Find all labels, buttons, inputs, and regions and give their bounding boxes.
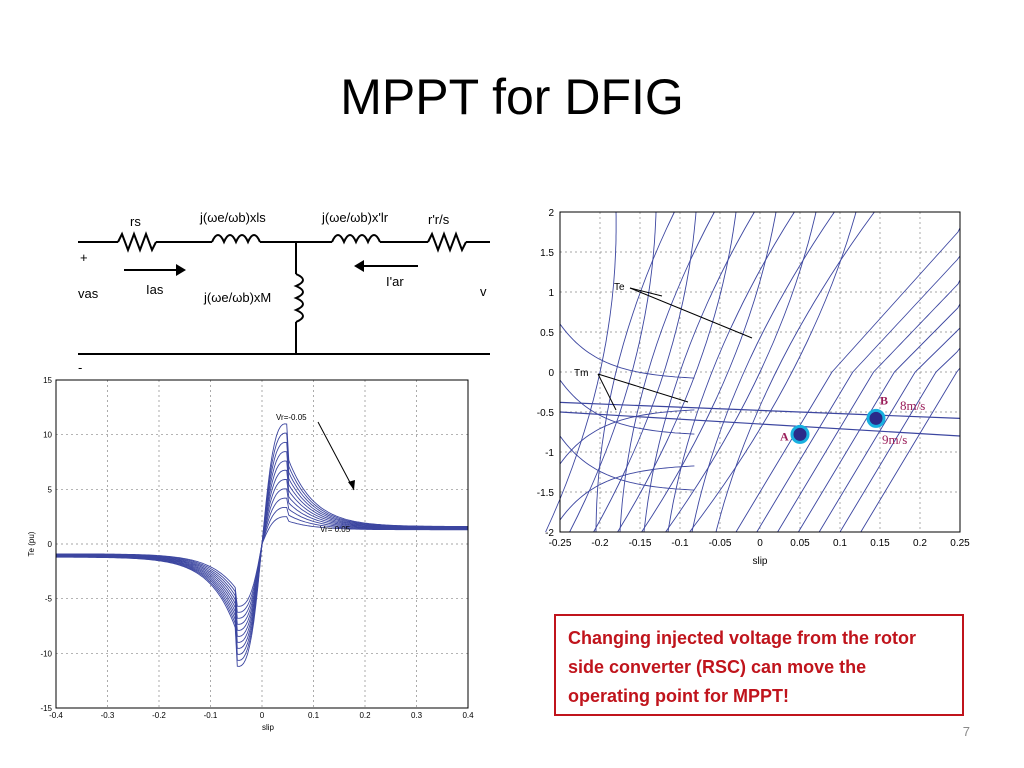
operating-point-b: [866, 408, 886, 428]
x-axis-label: slip: [752, 556, 767, 567]
x-tick-label: 0: [260, 711, 265, 720]
xls-label: j(ωe/ωb)xls: [199, 210, 266, 225]
inductor-icon: [211, 234, 261, 245]
te-curve: [593, 211, 697, 533]
x-tick-label: 0.25: [950, 538, 970, 549]
annotation-8ms: 8m/s: [900, 398, 925, 413]
annotation-9ms: 9m/s: [882, 432, 907, 447]
operating-point-chart: -0.25 -0.2 -0.15 -0.1 -0.05 0 0.05 0.1 0.15 0.2 0.…: [520, 204, 980, 568]
note-box: Changing injected voltage from the rotor…: [554, 614, 964, 716]
annotation-tm: Tm: [574, 368, 588, 379]
tm-line: [559, 401, 961, 419]
te-curve: [559, 409, 695, 465]
y-tick-label: 1.5: [540, 248, 554, 259]
inductor-icon: [331, 234, 381, 245]
vas-label: vas: [78, 286, 99, 301]
te-curve: [756, 212, 961, 533]
x-tick-label: -0.2: [591, 538, 609, 549]
resistor-icon: [117, 231, 157, 253]
x-tick-label: 0.05: [790, 538, 810, 549]
te-curve: [559, 323, 695, 379]
rs-label: rs: [130, 214, 141, 229]
te-curve: [569, 211, 657, 533]
y-tick-label: -1.5: [537, 488, 555, 499]
te-curve: [559, 435, 695, 491]
y-tick-label: 15: [43, 376, 52, 385]
te-curve: [617, 211, 737, 533]
torque-slip-chart: -0.4 -0.3 -0.2 -0.1 0 0.1 0.2 0.3 0.4 15 10 5 0 -5 -10…: [28, 372, 480, 734]
te-curve: [735, 212, 961, 533]
te-curve: [641, 211, 777, 533]
annotation-arrow: [317, 421, 355, 491]
te-curve: [689, 211, 857, 533]
x-axis-label: slip: [262, 723, 275, 732]
x-tick-label: -0.25: [549, 538, 572, 549]
y-tick-label: 0: [548, 368, 554, 379]
annotation-vr-neg: Vr=-0.05: [276, 413, 307, 422]
x-tick-label: 0.3: [411, 711, 423, 720]
te-curve: [619, 211, 715, 533]
point-label: A: [780, 429, 789, 443]
ias-label: Ias: [146, 282, 164, 297]
x-tick-label: -0.1: [204, 711, 218, 720]
x-tick-label: -0.1: [671, 538, 689, 549]
plus-label: +: [80, 250, 88, 265]
y-tick-label: -5: [45, 595, 53, 604]
y-tick-label: -1: [545, 448, 554, 459]
y-tick-label: 0: [48, 540, 53, 549]
x-tick-label: -0.2: [152, 711, 166, 720]
x-tick-label: -0.05: [709, 538, 732, 549]
y-tick-label: 5: [48, 485, 53, 494]
annotation-vr-pos: Vr= 0.05: [320, 525, 351, 534]
y-tick-label: -0.5: [537, 408, 555, 419]
x-tick-label: 0.1: [308, 711, 320, 720]
te-curve: [665, 211, 817, 533]
y-tick-label: -2: [545, 528, 554, 539]
minus-label: -: [78, 360, 82, 372]
xlr-label: j(ωe/ωb)x'lr: [321, 210, 389, 225]
te-curve: [595, 211, 675, 532]
operating-point-a: [790, 424, 810, 444]
iar-label: I'ar: [386, 274, 404, 289]
inductor-icon: [293, 273, 304, 323]
y-tick-label: 0.5: [540, 328, 554, 339]
y-axis-label: Te (pu): [28, 531, 36, 556]
point-label: B: [880, 393, 888, 407]
te-curve: [545, 211, 617, 533]
x-tick-label: 0.1: [833, 538, 847, 549]
y-tick-label: -10: [40, 649, 52, 658]
y-tick-label: 10: [43, 431, 52, 440]
annotation-te: Te: [614, 282, 625, 293]
y-tick-label: 2: [548, 208, 554, 219]
te-curve: [691, 211, 835, 533]
slide-title: MPPT for DFIG: [340, 69, 684, 125]
circuit-diagram: rs j(ωe/ωb)xls j(ωe/ωb)x'lr r'r/s j(ωe/ω…: [78, 210, 490, 372]
torque-curve: [56, 516, 468, 667]
x-tick-label: 0: [757, 538, 763, 549]
page-number: 7: [962, 724, 970, 739]
te-curve: [715, 211, 875, 533]
x-tick-label: 0.2: [359, 711, 371, 720]
xm-label: j(ωe/ωb)xM: [203, 290, 271, 305]
rr-label: r'r/s: [428, 212, 450, 227]
te-curve: [559, 379, 695, 435]
v-right-label: v: [480, 284, 487, 299]
te-curve: [643, 211, 755, 533]
x-tick-label: 0.2: [913, 538, 927, 549]
x-tick-label: -0.4: [49, 711, 63, 720]
te-curve: [559, 465, 695, 521]
x-tick-label: 0.4: [462, 711, 474, 720]
x-tick-label: -0.15: [629, 538, 652, 549]
x-tick-label: -0.3: [101, 711, 115, 720]
y-tick-label: 1: [548, 288, 554, 299]
x-tick-label: 0.15: [870, 538, 890, 549]
tm-line: [559, 411, 961, 437]
y-tick-label: -15: [40, 704, 52, 713]
te-curve: [667, 211, 795, 533]
resistor-icon: [427, 231, 467, 253]
